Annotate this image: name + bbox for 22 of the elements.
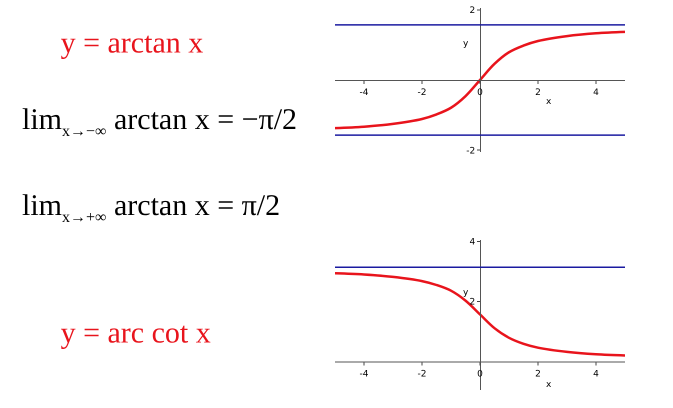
text: y = arctan x (60, 26, 204, 60)
y-axis-title: y (463, 39, 469, 49)
y-tick-label: 4 (469, 238, 476, 248)
x-tick-label: -2 (418, 369, 426, 380)
text: lim$_{x→−∞}$ arctan x = −π/2 (22, 103, 298, 141)
text: y = arc cot x (60, 316, 211, 350)
x-tick-label: -4 (360, 88, 369, 98)
y-tick-label: -2 (466, 146, 476, 156)
x-tick-label: 2 (535, 88, 541, 98)
line-series (335, 272, 625, 357)
x-axis-title: x (546, 97, 552, 107)
text: lim$_{x→+∞}$ arctan x = π/2 (22, 189, 282, 227)
x-tick-label: -2 (418, 88, 426, 98)
x-tick-label: 4 (593, 88, 600, 98)
x-axis-title: x (546, 380, 552, 390)
line-series (335, 30, 625, 130)
y-tick-label: 2 (469, 6, 476, 16)
x-tick-label: 2 (535, 369, 541, 380)
x-tick-label: 4 (593, 369, 600, 380)
y-axis-title: y (463, 288, 469, 298)
y-tick-label: 2 (469, 298, 476, 308)
x-tick-label: -4 (360, 369, 369, 380)
